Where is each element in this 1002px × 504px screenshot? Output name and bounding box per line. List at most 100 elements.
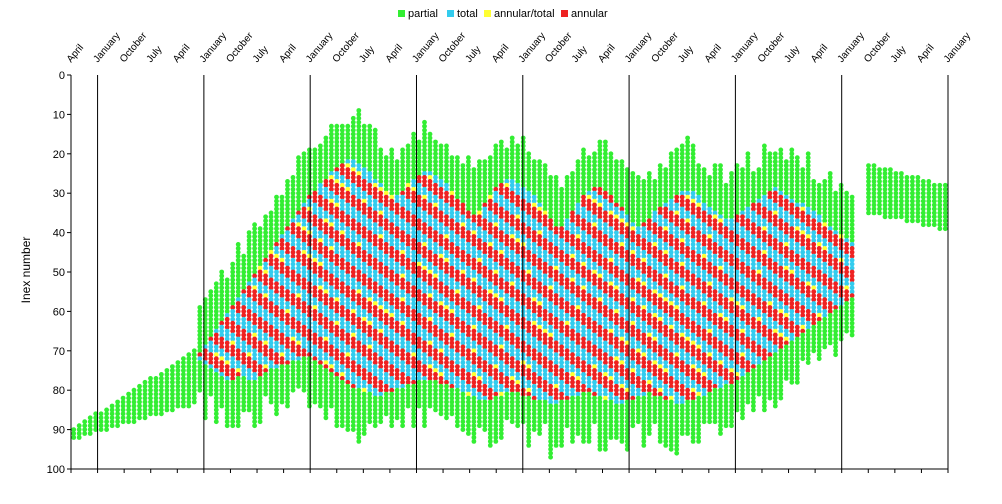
eclipse-point bbox=[208, 356, 214, 362]
eclipse-point bbox=[252, 372, 257, 377]
eclipse-point bbox=[318, 198, 323, 204]
eclipse-point bbox=[191, 391, 197, 397]
eclipse-point bbox=[197, 344, 203, 350]
eclipse-point bbox=[389, 403, 395, 409]
eclipse-point bbox=[323, 222, 329, 228]
eclipse-point bbox=[241, 407, 247, 413]
eclipse-point bbox=[378, 151, 384, 157]
eclipse-point bbox=[268, 265, 274, 271]
eclipse-point bbox=[197, 309, 203, 314]
eclipse-point bbox=[290, 230, 296, 236]
eclipse-point bbox=[268, 238, 274, 243]
eclipse-point bbox=[274, 383, 279, 389]
eclipse-point bbox=[257, 305, 263, 310]
eclipse-point bbox=[361, 419, 367, 425]
eclipse-point bbox=[394, 167, 400, 173]
eclipse-point bbox=[296, 155, 301, 161]
eclipse-point bbox=[389, 395, 395, 401]
eclipse-point bbox=[345, 383, 351, 389]
eclipse-point bbox=[367, 407, 373, 413]
eclipse-point bbox=[285, 186, 290, 192]
legend-label: annular bbox=[571, 8, 608, 20]
eclipse-point bbox=[274, 265, 279, 271]
eclipse-point bbox=[339, 356, 345, 362]
eclipse-point bbox=[383, 167, 389, 173]
eclipse-point bbox=[334, 190, 340, 196]
eclipse-point bbox=[323, 163, 329, 169]
eclipse-point bbox=[290, 182, 296, 188]
eclipse-point bbox=[350, 364, 356, 369]
eclipse-point bbox=[213, 372, 219, 377]
eclipse-point bbox=[153, 407, 159, 413]
eclipse-point bbox=[339, 336, 345, 342]
eclipse-point bbox=[224, 399, 230, 405]
eclipse-point bbox=[378, 281, 384, 287]
eclipse-point bbox=[345, 277, 351, 283]
eclipse-point bbox=[372, 364, 378, 369]
eclipse-point bbox=[274, 242, 279, 247]
eclipse-point bbox=[389, 281, 395, 287]
eclipse-point bbox=[301, 179, 307, 184]
eclipse-point bbox=[170, 383, 175, 389]
eclipse-point bbox=[372, 175, 378, 180]
eclipse-point bbox=[318, 387, 323, 393]
eclipse-point bbox=[345, 171, 351, 176]
eclipse-point bbox=[345, 159, 351, 165]
eclipse-point bbox=[449, 411, 455, 417]
eclipse-point bbox=[334, 403, 340, 409]
eclipse-point bbox=[230, 368, 236, 373]
eclipse-point bbox=[329, 131, 334, 137]
eclipse-point bbox=[339, 316, 345, 322]
eclipse-point bbox=[356, 297, 362, 302]
eclipse-point bbox=[389, 344, 395, 350]
eclipse-point bbox=[361, 281, 367, 287]
eclipse-point bbox=[345, 190, 351, 196]
eclipse-point bbox=[285, 305, 290, 310]
eclipse-point bbox=[329, 257, 334, 263]
eclipse-point bbox=[323, 242, 329, 247]
eclipse-point bbox=[257, 399, 263, 405]
eclipse-point bbox=[252, 312, 257, 318]
eclipse-point bbox=[235, 293, 241, 298]
eclipse-point bbox=[120, 399, 126, 405]
eclipse-point bbox=[252, 340, 257, 346]
eclipse-point bbox=[334, 301, 340, 306]
eclipse-point bbox=[109, 407, 115, 413]
eclipse-point bbox=[389, 269, 395, 275]
eclipse-point bbox=[115, 415, 120, 421]
eclipse-point bbox=[268, 395, 274, 401]
eclipse-point bbox=[230, 344, 236, 350]
eclipse-point bbox=[170, 407, 175, 413]
eclipse-point bbox=[279, 301, 285, 306]
eclipse-point bbox=[241, 261, 247, 267]
eclipse-point bbox=[312, 289, 318, 295]
eclipse-point bbox=[372, 226, 378, 232]
eclipse-point bbox=[279, 376, 285, 381]
eclipse-point bbox=[356, 119, 362, 125]
eclipse-point bbox=[279, 387, 285, 393]
eclipse-point bbox=[312, 151, 318, 157]
eclipse-point bbox=[318, 305, 323, 310]
eclipse-point bbox=[378, 328, 384, 334]
eclipse-point bbox=[350, 407, 356, 413]
eclipse-point bbox=[389, 155, 395, 161]
eclipse-point bbox=[339, 210, 345, 216]
eclipse-point bbox=[263, 246, 268, 251]
eclipse-point bbox=[252, 328, 257, 334]
eclipse-point bbox=[378, 324, 384, 330]
eclipse-point bbox=[230, 379, 236, 385]
eclipse-point bbox=[356, 135, 362, 141]
eclipse-point bbox=[230, 411, 236, 417]
eclipse-point bbox=[285, 332, 290, 338]
eclipse-point bbox=[345, 348, 351, 354]
eclipse-point bbox=[329, 214, 334, 220]
eclipse-point bbox=[345, 123, 351, 129]
eclipse-point bbox=[356, 108, 362, 113]
eclipse-point bbox=[350, 194, 356, 200]
eclipse-point bbox=[367, 301, 373, 306]
eclipse-point bbox=[224, 348, 230, 354]
eclipse-point bbox=[290, 289, 296, 295]
eclipse-point bbox=[252, 289, 257, 295]
eclipse-point bbox=[246, 265, 252, 271]
eclipse-point bbox=[285, 364, 290, 369]
